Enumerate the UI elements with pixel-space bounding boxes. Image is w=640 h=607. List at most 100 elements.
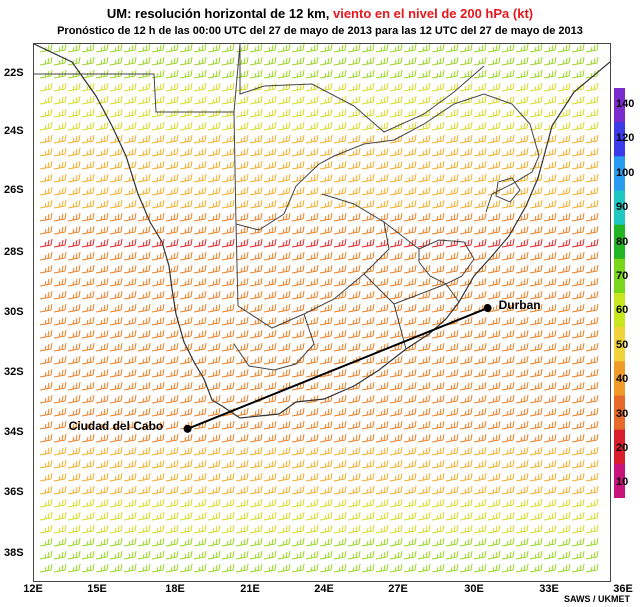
wind-barb — [501, 199, 515, 209]
wind-barb — [347, 199, 361, 209]
wind-barb — [151, 563, 165, 573]
wind-barb — [39, 186, 53, 196]
wind-barb — [571, 82, 585, 92]
wind-barb — [361, 147, 375, 157]
wind-barb — [375, 394, 389, 404]
wind-barb — [459, 355, 473, 365]
wind-barb — [431, 225, 445, 235]
wind-barb — [515, 550, 529, 560]
wind-barb — [137, 485, 151, 495]
wind-barb — [557, 160, 571, 170]
wind-barb — [375, 550, 389, 560]
wind-barb — [81, 420, 95, 430]
wind-barb — [137, 368, 151, 378]
wind-barb — [417, 44, 431, 53]
wind-barb — [459, 108, 473, 118]
wind-barb — [389, 56, 403, 66]
wind-barb — [95, 121, 109, 131]
wind-barb — [459, 264, 473, 274]
wind-barb — [515, 446, 529, 456]
wind-barb — [571, 368, 585, 378]
wind-barb — [53, 355, 67, 365]
wind-barb — [501, 303, 515, 313]
wind-barb — [389, 433, 403, 443]
wind-barb — [501, 212, 515, 222]
wind-barb — [571, 186, 585, 196]
wind-barb — [263, 212, 277, 222]
wind-barb — [249, 459, 263, 469]
wind-barb — [95, 95, 109, 105]
wind-barb — [291, 381, 305, 391]
wind-barb — [249, 303, 263, 313]
wind-barb — [347, 459, 361, 469]
wind-barb — [585, 511, 599, 521]
wind-barb — [39, 108, 53, 118]
wind-barb — [445, 82, 459, 92]
wind-barb — [459, 290, 473, 300]
wind-barb — [137, 355, 151, 365]
wind-barb — [109, 290, 123, 300]
wind-barb — [95, 186, 109, 196]
wind-barb — [53, 394, 67, 404]
wind-barb — [235, 134, 249, 144]
wind-barb — [221, 82, 235, 92]
wind-barb — [305, 524, 319, 534]
wind-barb — [347, 329, 361, 339]
wind-barb — [403, 277, 417, 287]
wind-barb — [39, 251, 53, 261]
wind-barb — [361, 433, 375, 443]
wind-barb — [249, 485, 263, 495]
title-highlight: viento en el nivel de 200 hPa (kt) — [332, 6, 534, 21]
wind-barb — [319, 394, 333, 404]
wind-barb — [123, 316, 137, 326]
wind-barb — [123, 69, 137, 79]
wind-barb — [487, 472, 501, 482]
wind-barb — [459, 69, 473, 79]
wind-barb — [221, 290, 235, 300]
wind-barb — [585, 420, 599, 430]
wind-barb — [53, 550, 67, 560]
wind-barb — [151, 368, 165, 378]
wind-barb — [81, 459, 95, 469]
wind-barb — [529, 134, 543, 144]
wind-barb — [249, 537, 263, 547]
wind-barb — [277, 381, 291, 391]
wind-barb — [571, 485, 585, 495]
wind-barb — [557, 485, 571, 495]
wind-barb — [151, 446, 165, 456]
wind-barb — [361, 459, 375, 469]
wind-barb — [431, 498, 445, 508]
wind-barb — [501, 277, 515, 287]
wind-barb — [333, 329, 347, 339]
wind-barb — [235, 212, 249, 222]
wind-barb — [459, 498, 473, 508]
wind-barb — [347, 316, 361, 326]
wind-barb — [473, 290, 487, 300]
wind-barb — [39, 329, 53, 339]
wind-barb — [543, 537, 557, 547]
wind-barb — [347, 95, 361, 105]
wind-barb — [473, 394, 487, 404]
wind-barb — [333, 238, 347, 248]
wind-barb — [123, 303, 137, 313]
wind-barb — [207, 303, 221, 313]
wind-barb — [375, 290, 389, 300]
wind-barb — [277, 95, 291, 105]
wind-barb — [39, 524, 53, 534]
wind-barb — [347, 56, 361, 66]
colorbar-segment — [614, 395, 625, 431]
wind-barb — [179, 82, 193, 92]
wind-barb — [193, 147, 207, 157]
wind-barb — [501, 485, 515, 495]
wind-barb — [81, 342, 95, 352]
wind-barb — [347, 303, 361, 313]
wind-barb — [109, 537, 123, 547]
wind-barb — [333, 550, 347, 560]
wind-barb — [291, 251, 305, 261]
coastline-south — [221, 61, 610, 419]
wind-barb — [585, 329, 599, 339]
wind-barb — [473, 264, 487, 274]
wind-barb — [319, 381, 333, 391]
wind-barb — [571, 199, 585, 209]
wind-barb — [431, 524, 445, 534]
